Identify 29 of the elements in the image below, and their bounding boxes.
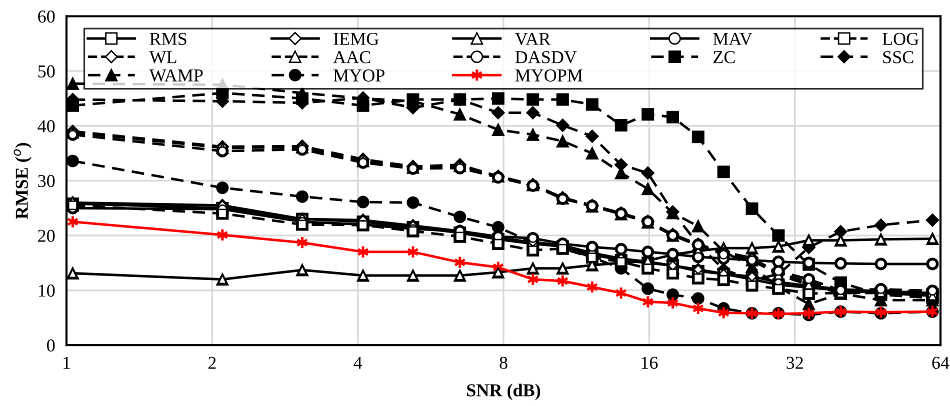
legend-label: LOG (882, 32, 919, 45)
y-tick-label: 10 (38, 284, 55, 297)
x-tick-label: 4 (354, 356, 362, 369)
legend-label: AAC (333, 51, 370, 64)
x-tick-label: 8 (500, 356, 508, 369)
x-tick-label: 16 (642, 356, 658, 369)
legend-label: ZC (713, 51, 735, 64)
legend-label: IEMG (334, 32, 379, 45)
x-tick-label: 64 (932, 356, 950, 369)
y-tick-label: 20 (38, 230, 55, 242)
legend-label: WL (149, 51, 176, 64)
x-tick-label: 1 (64, 356, 70, 369)
legend-label: MAV (713, 32, 752, 46)
y-tick-label: 0 (47, 339, 55, 352)
legend-label: VAR (514, 32, 551, 46)
y-tick-label: 30 (38, 174, 55, 188)
legend-label: DASDV (515, 51, 577, 64)
legend-label: SSC (883, 51, 914, 64)
legend-label: WAMP (149, 69, 203, 82)
x-axis-title: SNR (dB) (467, 384, 540, 400)
x-tick-label: 2 (208, 356, 216, 369)
y-tick-label: 40 (38, 120, 55, 132)
legend-label: MYOP (334, 69, 384, 82)
y-axis-title: RMSE ($^{o}$) (14, 143, 32, 219)
legend-label: MYOPM (515, 69, 582, 82)
y-tick-label: 50 (38, 65, 55, 78)
y-tick-label: 60 (38, 10, 55, 23)
x-tick-label: 32 (786, 356, 803, 369)
legend-label: RMS (150, 32, 186, 45)
